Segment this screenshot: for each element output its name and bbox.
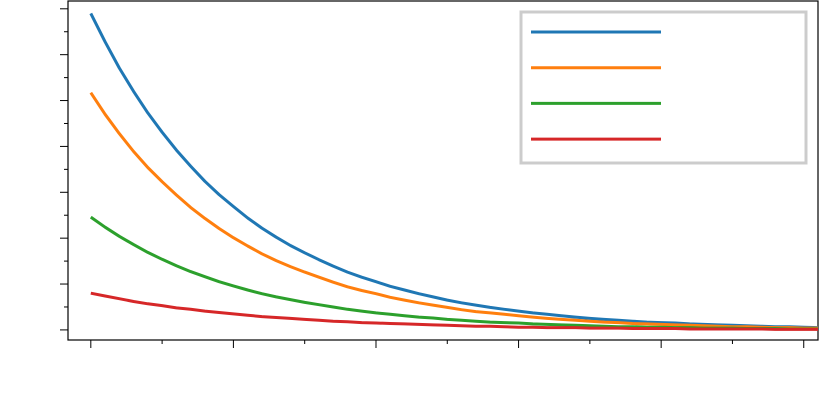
series-line — [89, 215, 818, 331]
series-line — [89, 91, 818, 330]
series-line — [90, 291, 818, 331]
plot-frame — [67, 0, 819, 341]
